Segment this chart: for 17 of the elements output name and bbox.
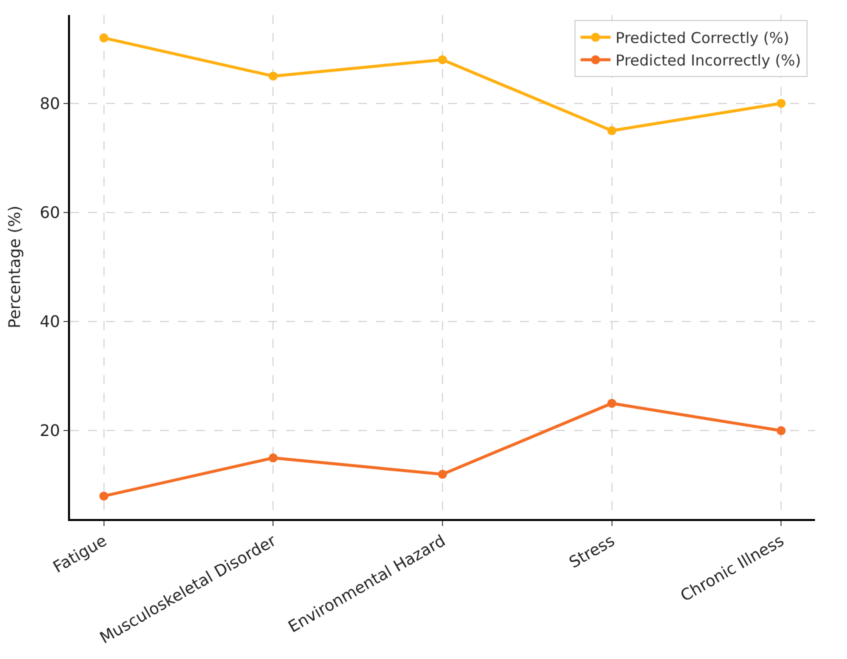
point bbox=[268, 453, 278, 462]
point bbox=[776, 98, 786, 108]
point bbox=[438, 55, 447, 64]
y-tick-label: 60 bbox=[40, 203, 60, 222]
point bbox=[607, 126, 616, 136]
legend-label: Predicted Incorrectly (%) bbox=[616, 52, 801, 70]
y-axis-title: Percentage (%) bbox=[5, 206, 24, 328]
y-tick-label: 40 bbox=[40, 312, 60, 332]
point bbox=[99, 33, 108, 42]
point bbox=[99, 492, 108, 501]
legend-label: Predicted Correctly (%) bbox=[616, 29, 790, 48]
point bbox=[438, 470, 447, 479]
y-tick-label: 80 bbox=[40, 94, 60, 113]
point bbox=[268, 72, 278, 81]
point bbox=[607, 398, 616, 408]
point bbox=[776, 426, 786, 436]
y-tick-label: 20 bbox=[40, 421, 60, 440]
